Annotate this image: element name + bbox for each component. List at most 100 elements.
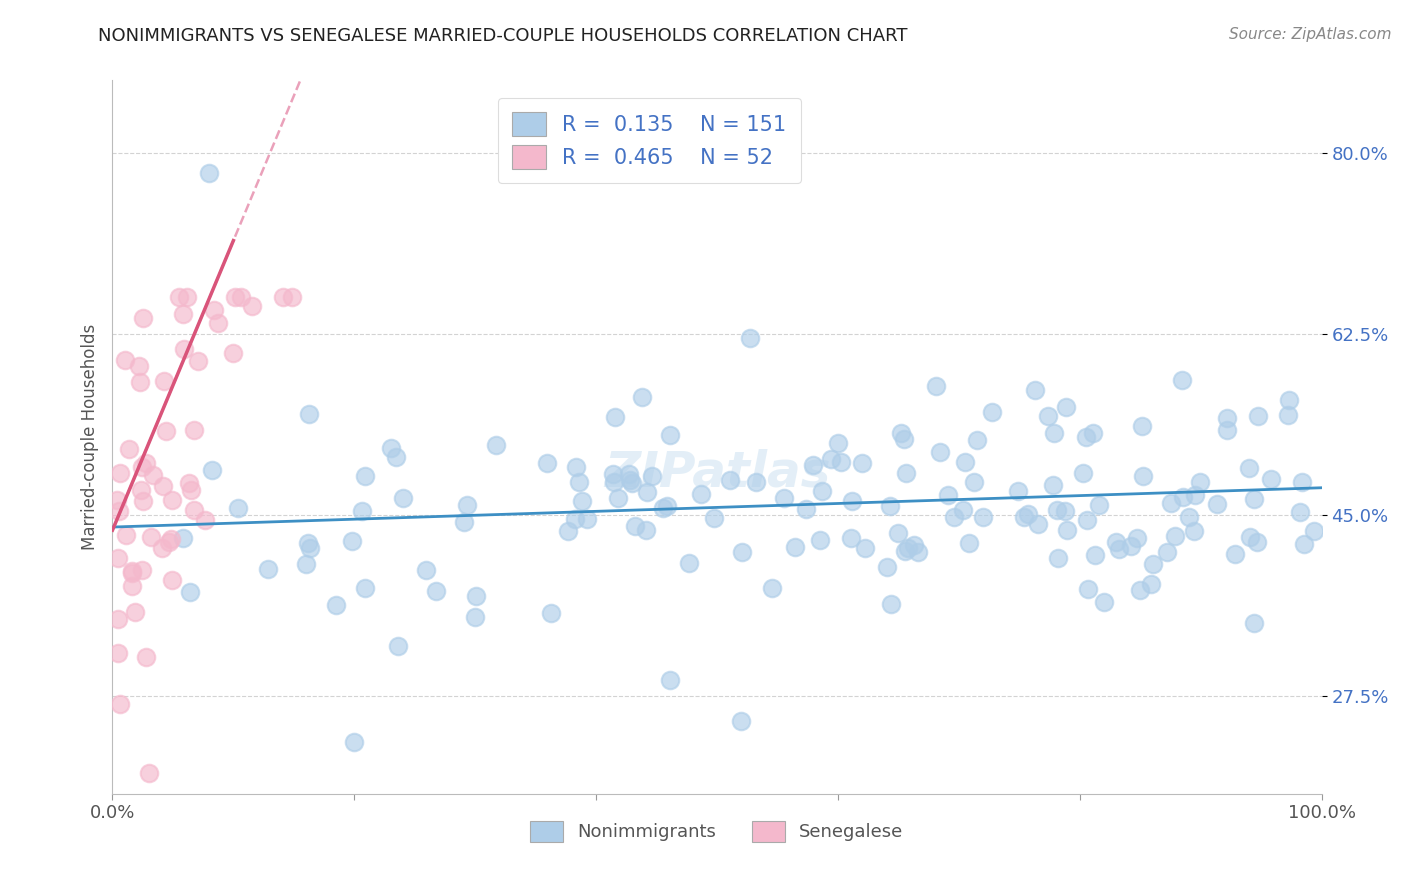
Point [240,299,263,313]
Point [1125,531,1147,545]
Point [425,583,447,598]
Point [1104,535,1126,549]
Point [157,534,180,549]
Point [222,346,245,360]
Point [1017,507,1039,521]
Point [703,511,725,525]
Point [761,581,783,595]
Point [297,535,319,549]
Point [463,609,485,624]
Point [603,410,626,425]
Point [1243,616,1265,631]
Point [1239,460,1261,475]
Point [173,342,195,356]
Point [1142,557,1164,571]
Point [1246,534,1268,549]
Point [128,359,150,373]
Point [568,475,591,490]
Point [1083,425,1105,440]
Text: Source: ZipAtlas.com: Source: ZipAtlas.com [1229,27,1392,42]
Point [202,302,225,317]
Point [131,483,153,498]
Point [1163,529,1185,543]
Point [658,427,681,442]
Point [655,499,678,513]
Point [231,290,253,304]
Point [456,498,478,512]
Point [1056,523,1078,537]
Point [720,473,742,487]
Point [105,493,128,508]
Point [731,545,754,559]
Point [887,526,910,541]
Point [142,468,165,483]
Point [453,515,475,529]
Point [1184,488,1206,502]
Point [135,456,157,470]
Point [118,442,141,456]
Point [343,735,366,749]
Point [621,476,644,491]
Point [155,425,177,439]
Point [1129,583,1152,598]
Point [907,544,929,558]
Point [201,463,224,477]
Point [464,589,486,603]
Point [1289,506,1312,520]
Point [183,503,205,517]
Point [894,544,917,558]
Point [880,597,903,611]
Point [1088,498,1111,512]
Point [340,534,363,549]
Point [228,501,250,516]
Point [1092,595,1115,609]
Point [619,467,641,481]
Point [350,504,373,518]
Point [298,407,321,421]
Point [981,405,1004,419]
Point [485,437,508,451]
Point [131,494,153,508]
Point [966,433,988,447]
Point [183,423,205,437]
Point [132,311,155,326]
Point [107,646,129,660]
Point [1225,547,1247,561]
Point [1119,540,1142,554]
Point [678,556,700,570]
Point [280,290,302,304]
Point [659,673,682,687]
Point [1260,472,1282,486]
Point [1239,530,1261,544]
Point [1140,576,1163,591]
Point [1014,509,1036,524]
Point [607,491,630,506]
Point [150,541,173,555]
Point [1108,542,1130,557]
Point [575,512,598,526]
Point [298,541,321,555]
Point [943,510,966,524]
Point [207,316,229,330]
Point [224,290,246,304]
Point [1160,496,1182,510]
Point [128,375,150,389]
Point [353,581,375,595]
Point [1054,401,1077,415]
Point [1053,503,1076,517]
Point [963,475,986,489]
Point [730,714,752,729]
Point [808,533,831,548]
Point [180,483,202,497]
Point [890,425,912,440]
Point [1036,409,1059,424]
Point [1076,513,1098,527]
Point [1171,374,1194,388]
Point [179,585,201,599]
Point [114,352,136,367]
Point [153,374,176,388]
Point [602,475,624,489]
Point [631,391,654,405]
Point [159,533,181,547]
Point [1156,545,1178,559]
